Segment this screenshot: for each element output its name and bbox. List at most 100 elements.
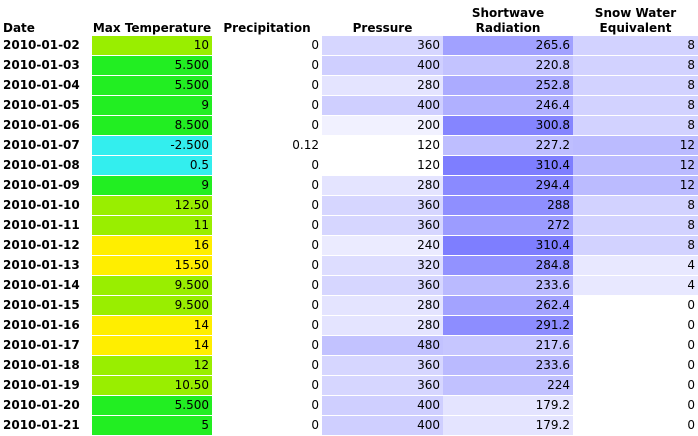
snow-water-equivalent-cell: 4 — [573, 255, 698, 276]
table-row: 2010-01-19 10.50 0 360 224 0 — [0, 375, 698, 396]
max-temperature-cell: 5.500 — [92, 75, 212, 96]
pressure-cell: 360 — [322, 275, 443, 296]
pressure-cell: 280 — [322, 75, 443, 96]
max-temperature-cell: 5 — [92, 415, 212, 436]
shortwave-radiation-cell: 265.6 — [443, 36, 573, 56]
snow-water-equivalent-cell: 8 — [573, 115, 698, 136]
shortwave-radiation-cell: 224 — [443, 375, 573, 396]
table-row: 2010-01-18 12 0 360 233.6 0 — [0, 355, 698, 376]
precipitation-cell: 0 — [212, 335, 322, 356]
date-cell: 2010-01-09 — [0, 175, 92, 196]
max-temperature-cell: 9.500 — [92, 275, 212, 296]
date-cell: 2010-01-02 — [0, 36, 92, 56]
snow-water-equivalent-cell: 4 — [573, 275, 698, 296]
precipitation-cell: 0 — [212, 215, 322, 236]
shortwave-radiation-cell: 220.8 — [443, 55, 573, 76]
date-cell: 2010-01-19 — [0, 375, 92, 396]
snow-water-equivalent-cell: 8 — [573, 215, 698, 236]
precipitation-cell: 0 — [212, 36, 322, 56]
snow-water-equivalent-cell: 0 — [573, 295, 698, 316]
table-row: 2010-01-09 9 0 280 294.4 12 — [0, 175, 698, 196]
table-header: Date Max Temperature Precipitation Press… — [0, 0, 698, 36]
precipitation-cell: 0 — [212, 415, 322, 436]
precipitation-cell: 0 — [212, 355, 322, 376]
shortwave-radiation-cell: 294.4 — [443, 175, 573, 196]
precipitation-cell: 0 — [212, 315, 322, 336]
table-row: 2010-01-07 -2.500 0.12 120 227.2 12 — [0, 135, 698, 156]
shortwave-radiation-cell: 300.8 — [443, 115, 573, 136]
table-body: 2010-01-02 10 0 360 265.6 8 2010-01-03 5.500 0 40… — [0, 36, 698, 436]
snow-water-equivalent-cell: 8 — [573, 195, 698, 216]
date-cell: 2010-01-13 — [0, 255, 92, 276]
precipitation-cell: 0 — [212, 255, 322, 276]
table-row: 2010-01-12 16 0 240 310.4 8 — [0, 235, 698, 256]
pressure-cell: 280 — [322, 175, 443, 196]
column-header-max-temperature: Max Temperature — [92, 21, 212, 35]
shortwave-radiation-cell: 233.6 — [443, 355, 573, 376]
pressure-cell: 360 — [322, 36, 443, 56]
precipitation-cell: 0 — [212, 55, 322, 76]
snow-water-equivalent-cell: 8 — [573, 36, 698, 56]
precipitation-cell: 0 — [212, 395, 322, 416]
pressure-cell: 400 — [322, 415, 443, 436]
snow-water-equivalent-cell: 0 — [573, 415, 698, 436]
shortwave-radiation-cell: 179.2 — [443, 415, 573, 436]
pressure-cell: 280 — [322, 295, 443, 316]
column-header-snow-water-equivalent: Snow Water Equivalent — [594, 6, 677, 35]
snow-water-equivalent-cell: 8 — [573, 75, 698, 96]
max-temperature-cell: 5.500 — [92, 55, 212, 76]
date-cell: 2010-01-05 — [0, 95, 92, 116]
snow-water-equivalent-cell: 12 — [573, 155, 698, 176]
pressure-cell: 360 — [322, 355, 443, 376]
date-cell: 2010-01-08 — [0, 155, 92, 176]
date-cell: 2010-01-07 — [0, 135, 92, 156]
table-row: 2010-01-16 14 0 280 291.2 0 — [0, 315, 698, 336]
date-cell: 2010-01-16 — [0, 315, 92, 336]
pressure-cell: 280 — [322, 315, 443, 336]
table-row: 2010-01-11 11 0 360 272 8 — [0, 215, 698, 236]
shortwave-radiation-cell: 288 — [443, 195, 573, 216]
precipitation-cell: 0 — [212, 235, 322, 256]
max-temperature-cell: -2.500 — [92, 135, 212, 156]
column-header-date: Date — [3, 21, 35, 35]
table-row: 2010-01-13 15.50 0 320 284.8 4 — [0, 255, 698, 276]
table-row: 2010-01-14 9.500 0 360 233.6 4 — [0, 275, 698, 296]
shortwave-radiation-cell: 291.2 — [443, 315, 573, 336]
shortwave-radiation-cell: 227.2 — [443, 135, 573, 156]
snow-water-equivalent-cell: 8 — [573, 55, 698, 76]
shortwave-radiation-cell: 246.4 — [443, 95, 573, 116]
max-temperature-cell: 10.50 — [92, 375, 212, 396]
max-temperature-cell: 16 — [92, 235, 212, 256]
table-row: 2010-01-10 12.50 0 360 288 8 — [0, 195, 698, 216]
max-temperature-cell: 8.500 — [92, 115, 212, 136]
date-cell: 2010-01-14 — [0, 275, 92, 296]
shortwave-radiation-cell: 272 — [443, 215, 573, 236]
table-row: 2010-01-08 0.5 0 120 310.4 12 — [0, 155, 698, 176]
pressure-cell: 240 — [322, 235, 443, 256]
table-row: 2010-01-21 5 0 400 179.2 0 — [0, 415, 698, 436]
shortwave-radiation-cell: 310.4 — [443, 235, 573, 256]
date-cell: 2010-01-11 — [0, 215, 92, 236]
precipitation-cell: 0 — [212, 195, 322, 216]
table-row: 2010-01-04 5.500 0 280 252.8 8 — [0, 75, 698, 96]
column-header-shortwave-radiation: Shortwave Radiation — [471, 6, 545, 35]
precipitation-cell: 0.12 — [212, 135, 322, 156]
precipitation-cell: 0 — [212, 95, 322, 116]
pressure-cell: 200 — [322, 115, 443, 136]
shortwave-radiation-cell: 310.4 — [443, 155, 573, 176]
table-row: 2010-01-15 9.500 0 280 262.4 0 — [0, 295, 698, 316]
pressure-cell: 360 — [322, 375, 443, 396]
max-temperature-cell: 9 — [92, 95, 212, 116]
snow-water-equivalent-cell: 0 — [573, 315, 698, 336]
shortwave-radiation-cell: 284.8 — [443, 255, 573, 276]
table-row: 2010-01-17 14 0 480 217.6 0 — [0, 335, 698, 356]
pressure-cell: 120 — [322, 135, 443, 156]
max-temperature-cell: 11 — [92, 215, 212, 236]
snow-water-equivalent-cell: 12 — [573, 175, 698, 196]
date-cell: 2010-01-15 — [0, 295, 92, 316]
date-cell: 2010-01-06 — [0, 115, 92, 136]
precipitation-cell: 0 — [212, 75, 322, 96]
max-temperature-cell: 14 — [92, 335, 212, 356]
max-temperature-cell: 10 — [92, 36, 212, 56]
